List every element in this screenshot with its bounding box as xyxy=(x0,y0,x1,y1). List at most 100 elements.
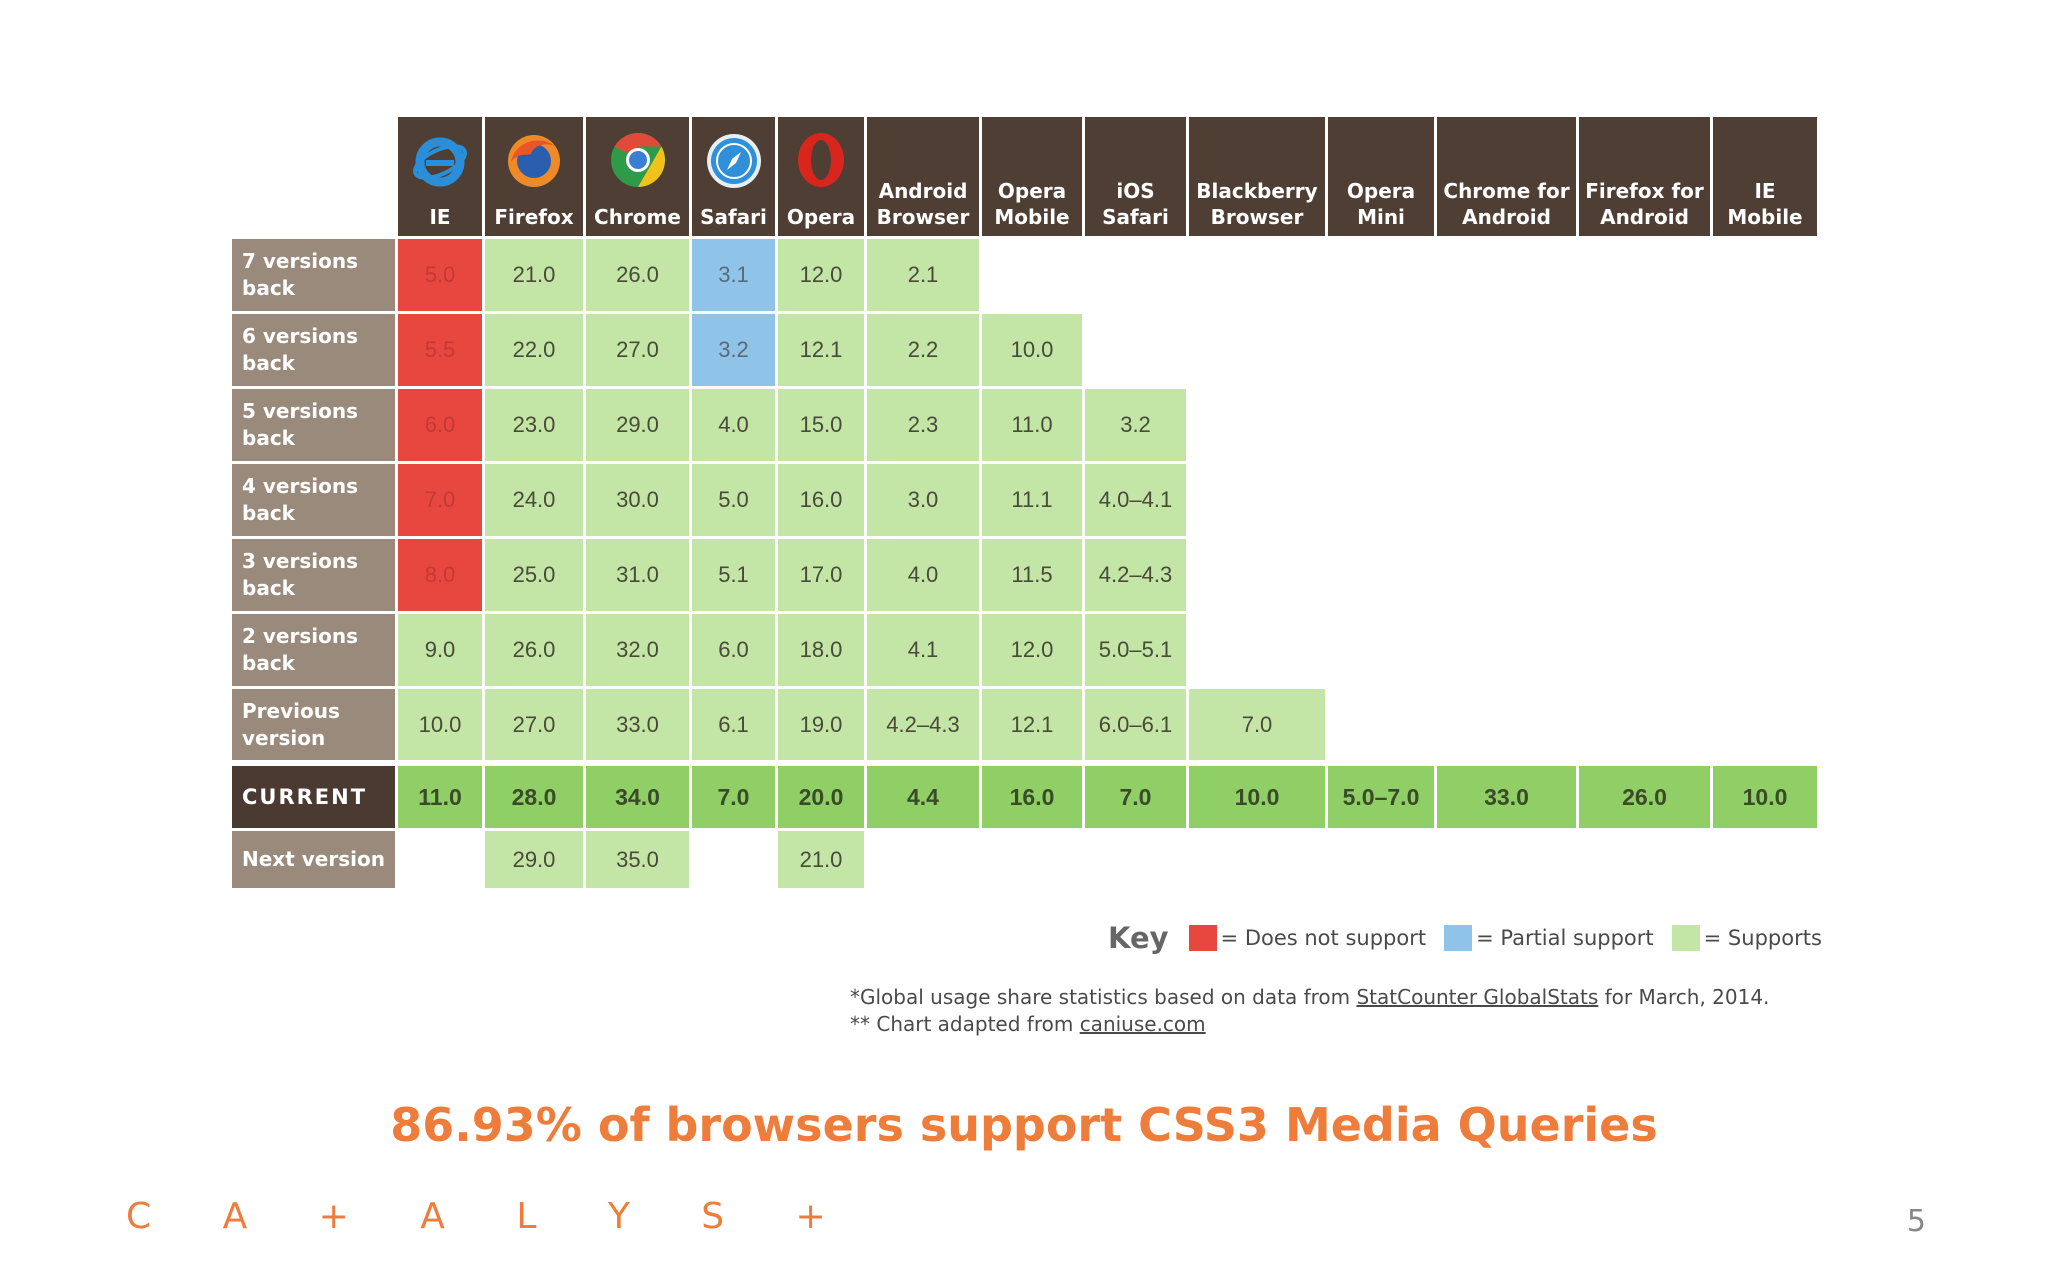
support-cell: 3.2 xyxy=(692,314,775,386)
column-header-label: Safari xyxy=(700,205,767,229)
support-cell: 11.0 xyxy=(398,766,482,828)
support-cell: 4.4 xyxy=(867,766,979,828)
page-number: 5 xyxy=(1906,1204,1926,1239)
column-header-ie-mobile: IE Mobile xyxy=(1713,117,1817,236)
column-header-label: Safari xyxy=(1102,205,1169,229)
column-header-ios-safari: iOS Safari xyxy=(1085,117,1186,236)
support-cell: 2.2 xyxy=(867,314,979,386)
support-cell: 12.1 xyxy=(778,314,864,386)
statcounter-link[interactable]: StatCounter GlobalStats xyxy=(1356,985,1599,1009)
column-header-label: Mini xyxy=(1357,205,1405,229)
column-header-chrome-for-android: Chrome for Android xyxy=(1437,117,1576,236)
column-header-blackberry-browser: Blackberry Browser xyxy=(1189,117,1325,236)
column-header-label: Chrome for xyxy=(1443,179,1570,203)
column-header-safari: Safari xyxy=(692,117,775,236)
support-cell: 28.0 xyxy=(485,766,583,828)
support-cell: 2.1 xyxy=(867,239,979,311)
support-cell: 29.0 xyxy=(586,389,689,461)
support-cell: 5.0 xyxy=(398,239,482,311)
legend-swatch-blue xyxy=(1444,925,1473,951)
support-cell: 6.1 xyxy=(692,689,775,760)
support-cell: 30.0 xyxy=(586,464,689,536)
footnote-2-text: ** Chart adapted from xyxy=(850,1012,1080,1036)
column-header-label: iOS xyxy=(1116,179,1155,203)
row-label: 7 versions back xyxy=(232,239,395,311)
column-header-label: Firefox for xyxy=(1585,179,1704,203)
support-cell: 21.0 xyxy=(778,831,864,888)
slide-headline: 86.93% of browsers support CSS3 Media Qu… xyxy=(390,1098,1658,1152)
safari-icon xyxy=(705,132,763,204)
footnote-2: ** Chart adapted from caniuse.com xyxy=(850,1011,1769,1038)
support-cell: 10.0 xyxy=(398,689,482,760)
column-header-firefox-for-android: Firefox for Android xyxy=(1579,117,1710,236)
support-cell: 33.0 xyxy=(586,689,689,760)
support-cell: 5.1 xyxy=(692,539,775,611)
column-header-firefox: Firefox xyxy=(485,117,583,236)
support-cell: 3.2 xyxy=(1085,389,1186,461)
legend-swatch-red xyxy=(1188,925,1217,951)
legend-item-no-support: = Does not support xyxy=(1188,925,1427,951)
support-cell: 35.0 xyxy=(586,831,689,888)
row-label: CURRENT xyxy=(232,766,395,828)
row-label: 3 versions back xyxy=(232,539,395,611)
support-cell: 18.0 xyxy=(778,614,864,686)
footnote-1-text: *Global usage share statistics based on … xyxy=(850,985,1357,1009)
support-cell: 7.0 xyxy=(692,766,775,828)
support-cell: 6.0 xyxy=(692,614,775,686)
legend-item-partial: = Partial support xyxy=(1444,925,1654,951)
support-cell: 10.0 xyxy=(1189,766,1325,828)
support-cell: 11.0 xyxy=(982,389,1082,461)
support-cell: 20.0 xyxy=(778,766,864,828)
support-cell: 23.0 xyxy=(485,389,583,461)
support-cell: 5.0 xyxy=(692,464,775,536)
support-cell: 4.2–4.3 xyxy=(1085,539,1186,611)
support-cell: 25.0 xyxy=(485,539,583,611)
support-cell: 17.0 xyxy=(778,539,864,611)
support-cell: 11.5 xyxy=(982,539,1082,611)
column-header-opera-mini: Opera Mini xyxy=(1328,117,1434,236)
support-cell: 26.0 xyxy=(1579,766,1710,828)
support-cell: 4.0 xyxy=(867,539,979,611)
support-cell: 4.2–4.3 xyxy=(867,689,979,760)
support-cell: 22.0 xyxy=(485,314,583,386)
footnotes: *Global usage share statistics based on … xyxy=(850,984,1769,1038)
column-header-label: Android xyxy=(878,179,968,203)
chrome-icon xyxy=(608,130,668,204)
support-cell: 9.0 xyxy=(398,614,482,686)
column-header-label: Android xyxy=(1600,205,1689,229)
catalyst-logo: C A + A L Y S + xyxy=(126,1196,856,1237)
row-label: Previous version xyxy=(232,689,395,760)
support-cell: 34.0 xyxy=(586,766,689,828)
caniuse-link[interactable]: caniuse.com xyxy=(1079,1012,1206,1036)
column-header-label: Opera xyxy=(786,205,856,229)
support-cell: 4.0 xyxy=(692,389,775,461)
footnote-1: *Global usage share statistics based on … xyxy=(850,984,1769,1011)
support-cell: 6.0–6.1 xyxy=(1085,689,1186,760)
support-cell: 27.0 xyxy=(586,314,689,386)
support-cell: 16.0 xyxy=(778,464,864,536)
legend-swatch-green xyxy=(1671,925,1700,951)
footnote-1-tail: for March, 2014. xyxy=(1598,985,1770,1009)
support-cell: 3.0 xyxy=(867,464,979,536)
opera-icon xyxy=(793,130,849,204)
support-cell: 10.0 xyxy=(982,314,1082,386)
support-cell: 12.0 xyxy=(778,239,864,311)
support-cell: 33.0 xyxy=(1437,766,1576,828)
support-cell: 11.1 xyxy=(982,464,1082,536)
column-header-label: Browser xyxy=(876,205,970,229)
column-header-label: IE xyxy=(429,205,451,229)
legend-item-supports: = Supports xyxy=(1671,925,1822,951)
legend-label-no-support: = Does not support xyxy=(1220,926,1427,950)
support-cell: 7.0 xyxy=(398,464,482,536)
support-cell: 3.1 xyxy=(692,239,775,311)
support-cell: 7.0 xyxy=(1189,689,1325,760)
column-header-label: Mobile xyxy=(994,205,1070,229)
row-label: 4 versions back xyxy=(232,464,395,536)
column-header-opera: Opera xyxy=(778,117,864,236)
support-cell: 24.0 xyxy=(485,464,583,536)
column-header-label: IE xyxy=(1754,179,1776,203)
support-cell: 5.0–5.1 xyxy=(1085,614,1186,686)
column-header-label: Android xyxy=(1462,205,1551,229)
column-header-label: Opera xyxy=(1346,179,1416,203)
